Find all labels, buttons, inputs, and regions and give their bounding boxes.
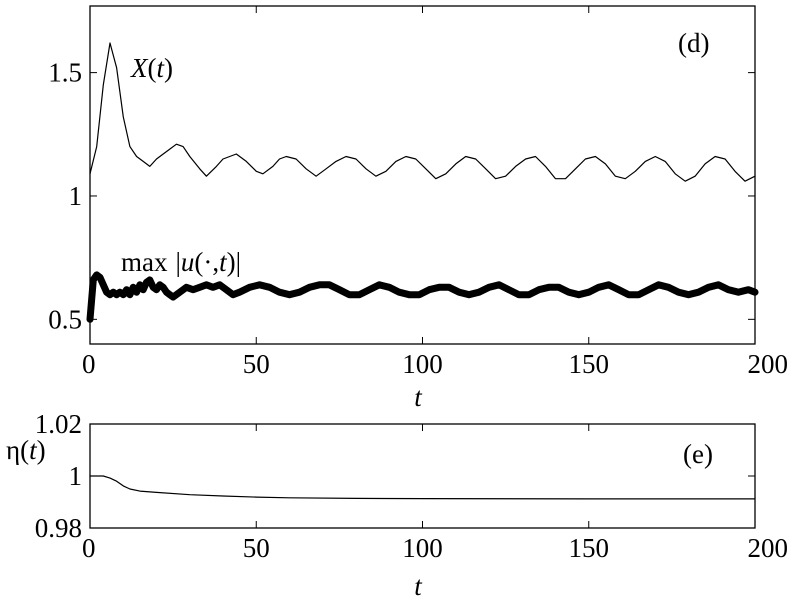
ylabel-eta: η [6,435,20,465]
panel-d-y-tick-label: 1.5 [48,58,82,88]
panel-e-xlabel: t [414,571,423,601]
panel-e-series-line-1 [89,475,756,500]
panel-d-x-tick-label: 50 [243,349,270,379]
series-label-max-u: max |u(·,t)| [121,247,241,277]
panel-e-x-tick-label: 0 [82,533,96,563]
panel-d-xlabel: t [414,382,423,412]
panel-e-frame [89,423,756,529]
series-label-x-open-paren: ( [148,53,157,83]
series-label-max-word: max [121,247,168,277]
panel-d-y-ticks: 0.5 1 1.5 [48,58,755,334]
ylabel-close-paren: ) [37,435,46,465]
series-label-x-of-t: X(t) [130,53,173,83]
series-label-u-t: t [219,247,228,277]
panel-d-x-ticks: 0 50 100 150 200 [82,6,788,379]
panel-e-x-tick-label: 150 [569,533,610,563]
panel-d-series-line-2 [86,271,759,323]
panel-e-x-tick-label: 50 [243,533,270,563]
panel-d-x-tick-label: 150 [569,349,610,379]
series-label-bar-left: | [176,247,181,277]
series-label-x-t: t [157,53,166,83]
panel-d-y-tick-label: 1 [69,181,83,211]
series-label-u: u [181,247,195,277]
series-label-x-close-paren: ) [164,53,173,83]
panel-e-label: (e) [683,439,713,469]
panel-d-y-tick-label: 0.5 [48,304,82,334]
panel-e-y-tick-label: 0.98 [35,513,82,543]
series-label-dot-comma: (·, [194,247,219,277]
panel-e-y-tick-label: 1.02 [35,409,82,439]
panel-d-x-tick-label: 0 [82,349,96,379]
series-label-close: )| [227,247,241,277]
panel-e-x-ticks: 0 50 100 150 200 [82,424,788,563]
ylabel-t: t [29,435,38,465]
panel-d-x-tick-label: 200 [748,349,789,379]
panel-d-x-tick-label: 100 [402,349,443,379]
panel-e-y-tick-label: 1 [69,461,83,491]
panel-e-ylabel: η(t) [6,435,46,465]
panel-d-label: (d) [678,28,709,58]
panel-d-series [86,42,759,323]
series-label-x-symbol: X [130,53,149,83]
panel-e-y-ticks: 0.98 1 1.02 [35,409,755,543]
panel-e-x-tick-label: 100 [402,533,443,563]
panel-e-x-tick-label: 200 [748,533,789,563]
ylabel-open-paren: ( [20,435,29,465]
panel-d-series-line-1 [89,42,756,182]
panel-e-series [89,475,756,500]
